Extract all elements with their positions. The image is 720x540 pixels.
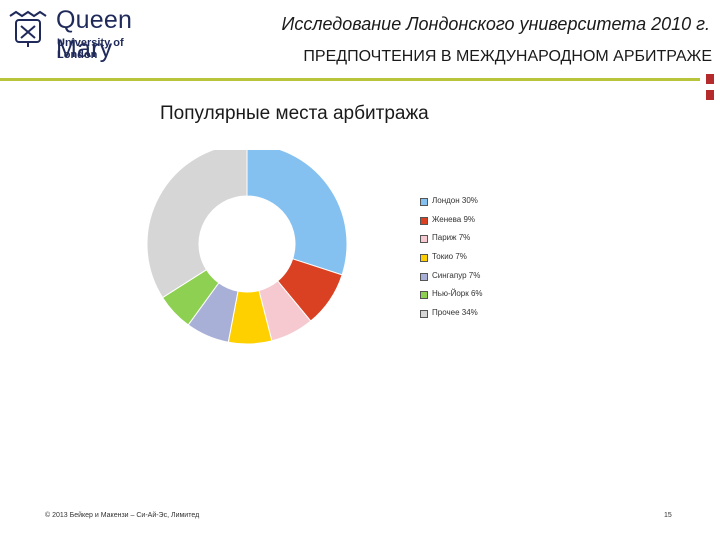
donut-slice-6 [146, 150, 248, 299]
legend-swatch [420, 254, 428, 263]
corner-mark [706, 74, 714, 84]
legend-label: Токио 7% [432, 252, 467, 262]
legend-swatch [420, 272, 428, 281]
donut-slice-0 [246, 150, 348, 276]
legend-label: Сингапур 7% [432, 270, 481, 280]
corner-mark [706, 90, 714, 100]
legend-swatch [420, 216, 428, 225]
crest-icon [9, 10, 47, 47]
university-logo: Queen Mary University of London [6, 6, 166, 63]
legend-swatch [420, 291, 428, 300]
donut-slices [146, 150, 348, 345]
page-subtitle: ПРЕДПОЧТЕНИЯ В МЕЖДУНАРОДНОМ АРБИТРАЖЕ [303, 48, 712, 65]
page-number: 15 [664, 512, 672, 519]
legend-label: Прочее 34% [432, 308, 478, 318]
logo-name: Queen Mary [56, 6, 133, 63]
logo-subtitle: University of London [57, 37, 124, 61]
chart-title: Популярные места арбитража [160, 103, 429, 124]
legend-swatch [420, 235, 428, 244]
legend-label: Лондон 30% [432, 196, 478, 205]
donut-chart [146, 150, 348, 345]
legend-label: Женева 9% [432, 214, 475, 224]
legend-label: Нью-Йорк 6% [432, 289, 483, 299]
header-rule [0, 78, 700, 81]
legend-swatch [420, 310, 428, 319]
legend-swatch [420, 198, 428, 206]
page-title: Исследование Лондонского университета 20… [281, 14, 710, 34]
legend-label: Париж 7% [432, 233, 471, 243]
footer-copyright: © 2013 Бейкер и Макензи – Си-Ай-Эс, Лими… [45, 512, 200, 519]
